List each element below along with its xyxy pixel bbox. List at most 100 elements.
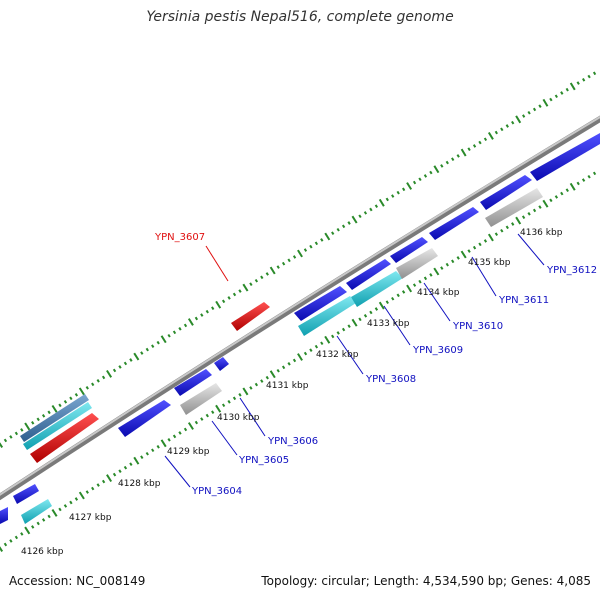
gene-label-ypn-3605[interactable]: YPN_3605 xyxy=(238,455,289,466)
kbp-label-4132: 4132 kbp xyxy=(316,350,359,360)
inner-tick xyxy=(549,198,553,203)
inner-tick xyxy=(254,382,259,387)
outer-tick xyxy=(542,98,549,107)
gene-feature-cyan-b[interactable] xyxy=(351,271,403,307)
inner-tick xyxy=(51,509,58,517)
gene-feature-left-cyan[interactable] xyxy=(23,402,92,450)
kbp-label-4136: 4136 kbp xyxy=(520,228,563,238)
gene-label-ypn-3610[interactable]: YPN_3610 xyxy=(452,321,503,332)
gene-label-ypn-3604[interactable]: YPN_3604 xyxy=(191,486,242,497)
inner-tick xyxy=(41,518,46,522)
outer-tick xyxy=(9,435,13,439)
gene-feature-blue-i[interactable] xyxy=(13,484,39,504)
inner-tick xyxy=(101,479,106,484)
gene-feature-blue-h[interactable] xyxy=(0,507,8,524)
inner-tick xyxy=(592,171,597,176)
inner-tick xyxy=(265,375,269,380)
outer-tick xyxy=(178,327,182,331)
inner-tick xyxy=(129,462,133,466)
gene-label-ypn-3609[interactable]: YPN_3609 xyxy=(412,345,463,356)
kbp-label-4130: 4130 kbp xyxy=(217,413,260,423)
inner-tick xyxy=(96,483,100,487)
inner-tick xyxy=(560,191,564,196)
gene-feature-blue-e[interactable] xyxy=(429,207,479,240)
inner-tick xyxy=(167,438,171,442)
gene-feature-blue-d[interactable] xyxy=(390,237,428,263)
kbp-label-4128: 4128 kbp xyxy=(118,479,161,489)
gene-feature-blue-small[interactable] xyxy=(214,357,229,371)
inner-tick xyxy=(472,245,477,250)
outer-tick xyxy=(320,238,324,242)
leader-ypn-3604 xyxy=(164,455,191,488)
gene-label-ypn-3611[interactable]: YPN_3611 xyxy=(498,295,549,306)
outer-tick xyxy=(106,369,113,378)
outer-tick xyxy=(527,110,531,115)
gene-feature-left-steel[interactable] xyxy=(20,394,89,442)
outer-tick xyxy=(254,278,259,283)
outer-tick xyxy=(451,157,455,162)
gene-feature-blue-f[interactable] xyxy=(480,175,532,210)
outer-tick xyxy=(511,120,515,125)
outer-tick xyxy=(41,414,46,418)
gene-feature-blue-b[interactable] xyxy=(294,286,347,321)
outer-tick xyxy=(396,190,400,195)
outer-tick xyxy=(242,283,249,292)
gene-feature-left-red[interactable] xyxy=(30,413,99,463)
inner-tick xyxy=(358,317,362,322)
gene-label-ypn-3606[interactable]: YPN_3606 xyxy=(267,436,318,447)
gene-feature-ypn-3607[interactable] xyxy=(231,302,270,331)
inner-tick xyxy=(3,542,8,547)
inner-tick xyxy=(378,301,385,310)
inner-tick xyxy=(341,327,346,332)
gene-label-ypn-3607[interactable]: YPN_3607 xyxy=(154,232,205,243)
gene-feature-cyan-a[interactable] xyxy=(298,296,356,336)
gene-feature-gray-a[interactable] xyxy=(180,383,222,415)
outer-tick xyxy=(211,306,215,311)
forward-strand-features xyxy=(20,133,600,463)
gene-feature-blue-g[interactable] xyxy=(530,133,600,181)
inner-tick xyxy=(494,232,499,236)
outer-tick xyxy=(151,344,155,348)
inner-tick xyxy=(500,228,504,233)
outer-tick xyxy=(565,87,569,92)
genome-backbone-highlight xyxy=(0,115,600,496)
inner-tick xyxy=(58,507,62,512)
gene-feature-gray-c[interactable] xyxy=(485,188,543,227)
inner-tick xyxy=(211,410,215,414)
inner-tick xyxy=(74,497,79,501)
inner-tick xyxy=(297,353,303,361)
gene-feature-blue-a[interactable] xyxy=(118,400,171,437)
inner-tick xyxy=(269,370,276,379)
outer-tick xyxy=(172,330,177,335)
outer-tick xyxy=(336,227,340,232)
gene-feature-cyan-i[interactable] xyxy=(21,499,52,524)
inner-tick xyxy=(106,474,113,483)
gene-labels: YPN_3604 YPN_3605 YPN_3606 YPN_3607 YPN_… xyxy=(154,232,597,497)
inner-tick xyxy=(31,525,35,529)
outer-tick xyxy=(123,361,128,366)
accession-text: Accession: NC_008149 xyxy=(9,574,146,588)
inner-tick xyxy=(440,266,444,270)
gene-feature-gray-b[interactable] xyxy=(396,248,438,279)
outer-tick xyxy=(515,115,522,124)
outer-tick xyxy=(63,400,68,404)
inner-tick xyxy=(69,500,73,505)
inner-tick xyxy=(576,181,580,186)
gene-label-ypn-3608[interactable]: YPN_3608 xyxy=(365,374,416,385)
outer-tick xyxy=(587,74,591,79)
inner-tick xyxy=(112,472,117,477)
outer-tick xyxy=(391,194,395,198)
inner-tick xyxy=(187,422,194,430)
inner-tick xyxy=(483,239,488,243)
gene-label-ypn-3612[interactable]: YPN_3612 xyxy=(546,265,597,276)
gene-feature-blue-j[interactable] xyxy=(174,369,212,396)
outer-tick xyxy=(200,313,204,317)
outer-tick xyxy=(58,403,62,408)
inner-tick xyxy=(532,208,537,213)
gene-feature-blue-c[interactable] xyxy=(346,259,391,290)
outer-tick xyxy=(118,365,122,369)
outer-tick xyxy=(297,249,303,258)
inner-tick xyxy=(505,225,509,230)
leader-ypn-3610 xyxy=(423,282,451,322)
kbp-label-4135: 4135 kbp xyxy=(468,258,511,268)
